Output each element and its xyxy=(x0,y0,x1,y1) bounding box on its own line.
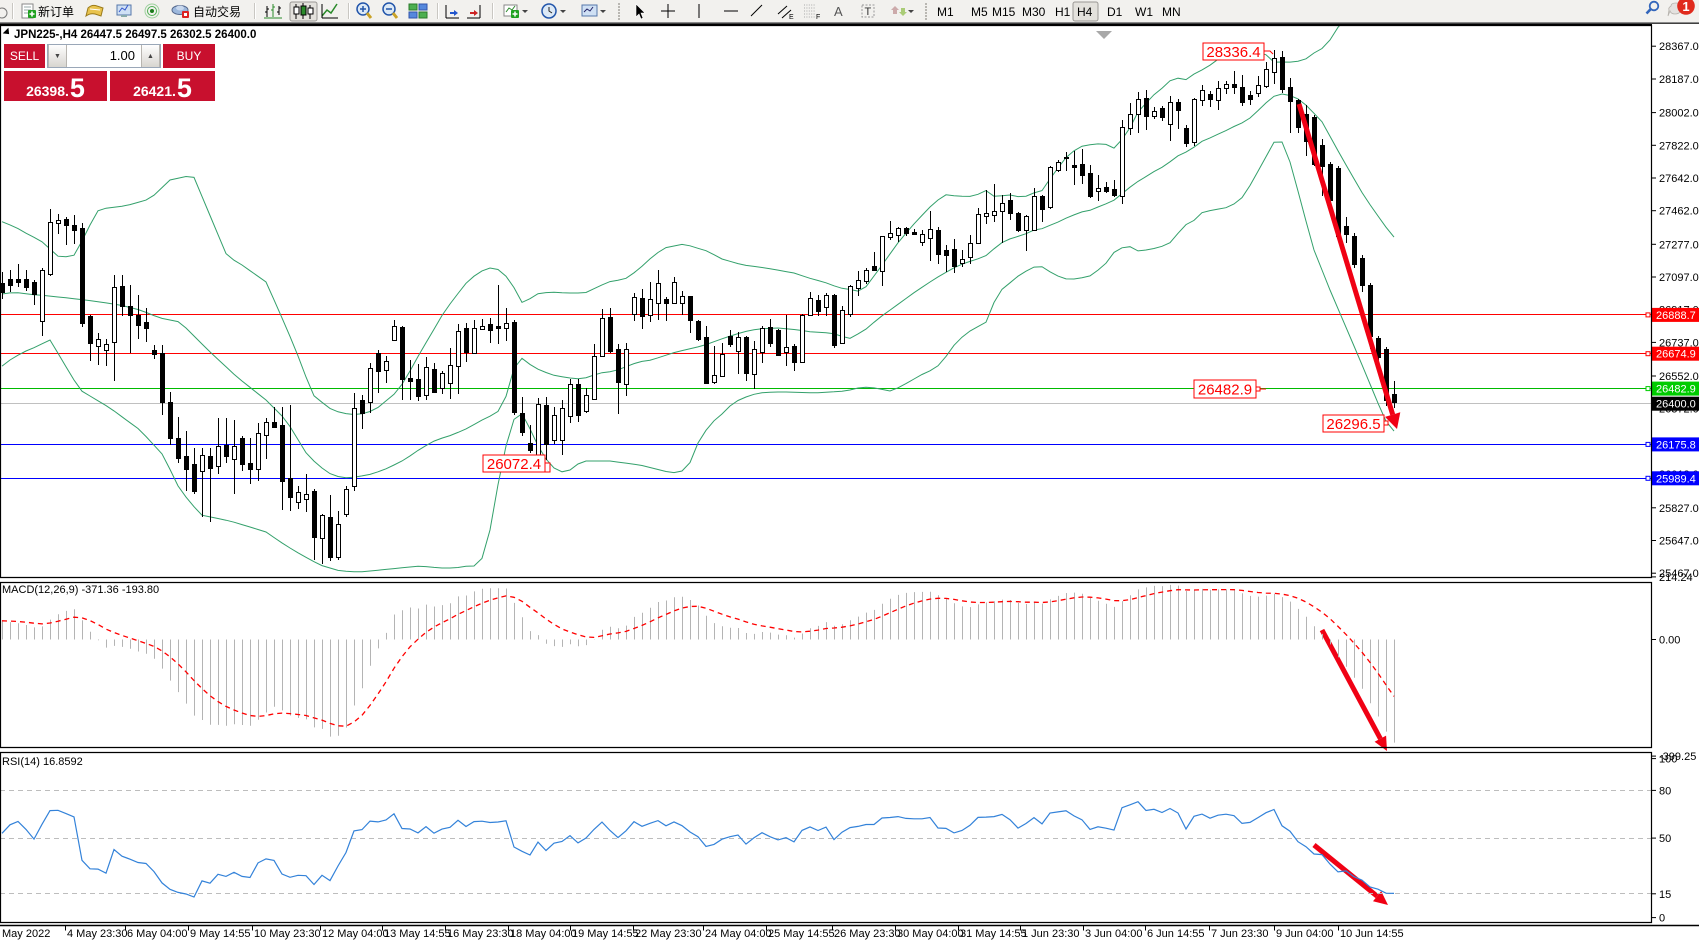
svg-text:-399.25: -399.25 xyxy=(1659,751,1696,763)
svg-text:26175.8: 26175.8 xyxy=(1656,439,1696,451)
svg-text:10 May 23:30: 10 May 23:30 xyxy=(254,928,321,940)
svg-text:7 Jun 23:30: 7 Jun 23:30 xyxy=(1211,928,1269,940)
svg-text:26072.4: 26072.4 xyxy=(487,456,541,473)
svg-text:E: E xyxy=(789,14,794,21)
svg-text:18 May 04:00: 18 May 04:00 xyxy=(510,928,577,940)
svg-text:31 May 14:55: 31 May 14:55 xyxy=(960,928,1027,940)
svg-text:M15: M15 xyxy=(992,5,1016,19)
svg-text:3 Jun 04:00: 3 Jun 04:00 xyxy=(1085,928,1143,940)
svg-text:25647.0: 25647.0 xyxy=(1659,536,1699,548)
svg-text:25 May 14:55: 25 May 14:55 xyxy=(768,928,835,940)
svg-text:19 May 14:55: 19 May 14:55 xyxy=(572,928,639,940)
svg-text:25827.0: 25827.0 xyxy=(1659,503,1699,515)
svg-text:22 May 23:30: 22 May 23:30 xyxy=(635,928,702,940)
svg-text:26737.0: 26737.0 xyxy=(1659,337,1699,349)
svg-text:T: T xyxy=(865,6,872,18)
svg-text:W1: W1 xyxy=(1135,5,1153,19)
svg-text:MACD(12,26,9) -371.36 -193.80: MACD(12,26,9) -371.36 -193.80 xyxy=(2,584,159,596)
svg-text:26674.9: 26674.9 xyxy=(1656,349,1696,361)
svg-text:50: 50 xyxy=(1659,833,1671,845)
svg-text:214.24: 214.24 xyxy=(1659,572,1693,584)
svg-text:May 2022: May 2022 xyxy=(2,928,50,940)
svg-text:自动交易: 自动交易 xyxy=(193,4,241,19)
svg-text:25467.0: 25467.0 xyxy=(1659,568,1699,580)
svg-text:26552.0: 26552.0 xyxy=(1659,371,1699,383)
svg-text:13 May 14:55: 13 May 14:55 xyxy=(384,928,451,940)
svg-text:26 May 23:30: 26 May 23:30 xyxy=(834,928,901,940)
svg-text:26482.9: 26482.9 xyxy=(1198,381,1252,398)
svg-text:28187.0: 28187.0 xyxy=(1659,74,1699,86)
svg-text:28336.4: 28336.4 xyxy=(1206,44,1260,61)
svg-text:1 Jun 23:30: 1 Jun 23:30 xyxy=(1022,928,1080,940)
svg-text:H1: H1 xyxy=(1055,5,1071,19)
svg-text:A: A xyxy=(834,4,843,19)
svg-text:RSI(14) 16.8592: RSI(14) 16.8592 xyxy=(2,756,83,768)
svg-text:0: 0 xyxy=(1659,913,1665,925)
svg-text:27462.0: 27462.0 xyxy=(1659,206,1699,218)
svg-text:15: 15 xyxy=(1659,889,1671,901)
svg-text:27277.0: 27277.0 xyxy=(1659,239,1699,251)
svg-text:100: 100 xyxy=(1659,754,1677,766)
svg-text:M1: M1 xyxy=(937,5,954,19)
svg-text:H4: H4 xyxy=(1077,5,1093,19)
svg-text:D1: D1 xyxy=(1107,5,1123,19)
svg-text:27822.0: 27822.0 xyxy=(1659,140,1699,152)
svg-text:M5: M5 xyxy=(971,5,988,19)
svg-text:26400.0: 26400.0 xyxy=(1656,399,1696,411)
svg-text:30 May 04:00: 30 May 04:00 xyxy=(897,928,964,940)
svg-text:27097.0: 27097.0 xyxy=(1659,272,1699,284)
svg-text:M30: M30 xyxy=(1022,5,1046,19)
svg-text:0.00: 0.00 xyxy=(1659,635,1680,647)
svg-text:26296.5: 26296.5 xyxy=(1326,416,1380,433)
svg-text:12 May 04:00: 12 May 04:00 xyxy=(322,928,389,940)
svg-text:28367.0: 28367.0 xyxy=(1659,41,1699,53)
svg-text:24 May 04:00: 24 May 04:00 xyxy=(705,928,772,940)
svg-text:6 Jun 14:55: 6 Jun 14:55 xyxy=(1147,928,1205,940)
svg-text:25989.4: 25989.4 xyxy=(1656,473,1696,485)
svg-text:10 Jun 14:55: 10 Jun 14:55 xyxy=(1340,928,1404,940)
svg-text:80: 80 xyxy=(1659,785,1671,797)
svg-text:MN: MN xyxy=(1162,5,1181,19)
svg-text:F: F xyxy=(816,14,820,21)
svg-text:9 Jun 04:00: 9 Jun 04:00 xyxy=(1276,928,1334,940)
svg-text:6 May 04:00: 6 May 04:00 xyxy=(127,928,188,940)
svg-text:27642.0: 27642.0 xyxy=(1659,173,1699,185)
svg-text:16 May 23:30: 16 May 23:30 xyxy=(447,928,514,940)
svg-text:26888.7: 26888.7 xyxy=(1656,310,1696,322)
svg-text:26482.9: 26482.9 xyxy=(1656,384,1696,396)
svg-text:新订单: 新订单 xyxy=(38,4,74,19)
svg-text:JPN225-,H4 26447.5 26497.5 263: JPN225-,H4 26447.5 26497.5 26302.5 26400… xyxy=(14,29,256,41)
svg-text:4 May 23:30: 4 May 23:30 xyxy=(67,928,128,940)
svg-text:9 May 14:55: 9 May 14:55 xyxy=(190,928,251,940)
svg-text:1: 1 xyxy=(1682,0,1689,14)
svg-text:28002.0: 28002.0 xyxy=(1659,108,1699,120)
